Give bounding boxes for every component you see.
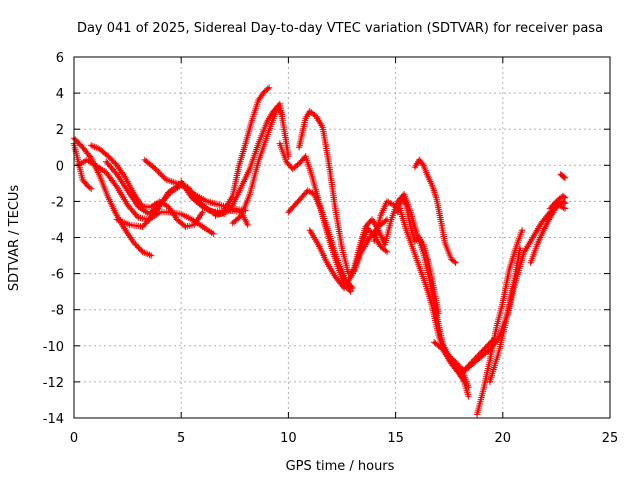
series-track-23 — [527, 198, 569, 266]
x-tick-label: 20 — [495, 431, 512, 446]
plus-markers — [557, 171, 569, 182]
y-tick-label: -4 — [51, 232, 64, 247]
chart-title: Day 041 of 2025, Sidereal Day-to-day VTE… — [77, 21, 603, 36]
y-axis-label: SDTVAR / TECUs — [7, 185, 22, 292]
series-track-2 — [70, 135, 155, 259]
series-track-21 — [473, 227, 526, 418]
plus-markers — [394, 194, 442, 317]
data-series — [70, 84, 569, 418]
y-tick-label: -6 — [51, 268, 64, 283]
plus-markers — [546, 192, 569, 212]
x-tick-label: 0 — [70, 431, 78, 446]
series-track-12 — [285, 187, 356, 292]
plus-markers — [229, 104, 286, 227]
plus-markers — [178, 84, 273, 216]
series-track-25 — [557, 171, 569, 182]
series-track-18 — [411, 156, 459, 266]
x-axis-label: GPS time / hours — [286, 459, 395, 474]
y-tick-label: -8 — [51, 304, 64, 319]
plus-markers — [527, 198, 569, 266]
y-tick-label: 2 — [56, 123, 64, 138]
plus-markers — [88, 142, 206, 230]
series-track-8 — [178, 84, 273, 216]
y-tick-label: -12 — [43, 376, 64, 391]
x-tick-label: 5 — [177, 431, 185, 446]
plus-markers — [411, 156, 459, 266]
y-tick-label: 6 — [56, 51, 64, 66]
series-track-17 — [394, 194, 442, 317]
plus-markers — [473, 227, 526, 418]
x-tick-label: 25 — [602, 431, 619, 446]
y-tick-label: -10 — [43, 340, 64, 355]
series-track-4 — [88, 142, 206, 230]
series-line — [488, 203, 567, 383]
series-track-22 — [486, 201, 569, 386]
y-tick-label: -2 — [51, 195, 64, 210]
series-track-1 — [70, 140, 95, 192]
x-tick-label: 15 — [387, 431, 404, 446]
series-track-24 — [546, 192, 569, 212]
y-tick-label: -14 — [43, 412, 64, 427]
y-tick-label: 0 — [56, 159, 64, 174]
y-tick-label: 4 — [56, 87, 64, 102]
series-track-10 — [229, 104, 286, 227]
x-tick-label: 10 — [280, 431, 297, 446]
plus-markers — [70, 135, 155, 259]
plus-markers — [486, 201, 569, 386]
plus-markers — [285, 187, 356, 292]
